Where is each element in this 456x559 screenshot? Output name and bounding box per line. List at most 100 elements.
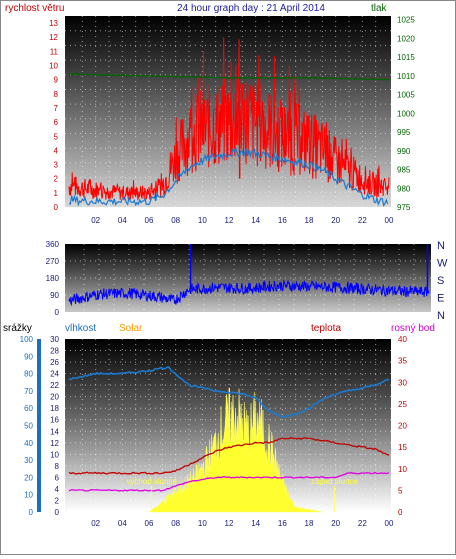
wind-speed-tick-label: 9 xyxy=(54,76,59,85)
x-tick-label: 08 xyxy=(171,519,180,528)
x-tick-label: 10 xyxy=(198,519,207,528)
humidity-tick-label: 18 xyxy=(50,404,59,413)
x-tick-label: 00 xyxy=(385,216,394,225)
rain-tick-label: 60 xyxy=(24,404,33,413)
pressure-tick-label: 1000 xyxy=(397,109,415,118)
humidity-tick-label: 16 xyxy=(50,416,59,425)
wind-speed-tick-label: 1 xyxy=(54,189,59,198)
rain-tick-label: 50 xyxy=(24,422,33,431)
wind-speed-tick-label: 8 xyxy=(54,90,59,99)
wind-average-line xyxy=(68,146,389,207)
temperature-tick-label: 30 xyxy=(398,378,407,387)
x-tick-label: 18 xyxy=(305,216,314,225)
temperature-label: teplota xyxy=(311,323,341,334)
temperature-tick-label: 5 xyxy=(398,486,403,495)
pressure-line xyxy=(68,73,390,81)
wind-speed-tick-label: 7 xyxy=(54,104,59,113)
humidity-label: vlhkost xyxy=(65,323,96,334)
wind-direction-line xyxy=(68,279,430,307)
rain-tick-label: 40 xyxy=(24,439,33,448)
wind-speed-tick-label: 10 xyxy=(49,62,58,71)
pressure-tick-label: 990 xyxy=(397,147,411,156)
temperature-tick-label: 20 xyxy=(398,422,407,431)
rain-label: srážky xyxy=(3,323,32,334)
temperature-tick-label: 15 xyxy=(398,443,407,452)
rain-tick-label: 100 xyxy=(20,335,34,344)
wind-speed-label: rychlost větru xyxy=(5,3,64,14)
rain-tick-label: 0 xyxy=(29,508,34,517)
pressure-tick-label: 1005 xyxy=(397,91,415,100)
wind-speed-tick-label: 4 xyxy=(54,146,59,155)
wind-direction-tick-label: 360 xyxy=(46,240,60,249)
humidity-tick-label: 8 xyxy=(55,462,60,471)
humidity-tick-label: 0 xyxy=(55,508,60,517)
page-title: 24 hour graph day : 21 April 2014 xyxy=(177,3,325,14)
pressure-tick-label: 985 xyxy=(397,166,411,175)
humidity-tick-label: 28 xyxy=(50,347,59,356)
x-tick-label: 00 xyxy=(385,519,394,528)
x-tick-label: 02 xyxy=(91,519,100,528)
humidity-tick-label: 30 xyxy=(50,335,59,344)
x-tick-label: 12 xyxy=(225,216,234,225)
pressure-tick-label: 980 xyxy=(397,184,411,193)
humidity-tick-label: 10 xyxy=(50,450,59,459)
compass-label: W xyxy=(437,258,448,270)
wind-speed-tick-label: 5 xyxy=(54,132,59,141)
temperature-tick-label: 40 xyxy=(398,335,407,344)
temperature-tick-label: 10 xyxy=(398,465,407,474)
compass-label: S xyxy=(437,275,444,287)
solar-label: Solar xyxy=(119,323,143,334)
temperature-tick-label: 25 xyxy=(398,400,407,409)
pressure-tick-label: 1015 xyxy=(397,53,415,62)
humidity-line xyxy=(68,366,390,419)
wind-panel-series xyxy=(68,37,390,207)
x-tick-label: 22 xyxy=(358,216,367,225)
dewpoint-line xyxy=(68,471,390,492)
wind-direction-series xyxy=(68,244,430,307)
wind-speed-tick-label: 12 xyxy=(49,33,58,42)
pressure-tick-label: 1010 xyxy=(397,72,415,81)
x-tick-label: 14 xyxy=(251,216,260,225)
x-tick-label: 10 xyxy=(198,216,207,225)
x-tick-label: 22 xyxy=(358,519,367,528)
humidity-tick-label: 4 xyxy=(55,485,60,494)
compass-label: E xyxy=(437,293,444,305)
humidity-tick-label: 22 xyxy=(50,381,59,390)
wind-speed-tick-label: 2 xyxy=(54,175,59,184)
pressure-tick-label: 975 xyxy=(397,203,411,212)
x-tick-label: 16 xyxy=(278,216,287,225)
humidity-tick-label: 6 xyxy=(55,473,60,482)
wind-speed-tick-label: 11 xyxy=(50,47,59,56)
compass-label: N xyxy=(437,310,445,322)
rain-tick-label: 70 xyxy=(24,387,33,396)
rain-tick-label: 30 xyxy=(24,456,33,465)
wind-direction-tick-label: 0 xyxy=(55,308,60,317)
sunrise-label: východ slunce xyxy=(126,477,177,486)
x-tick-label: 20 xyxy=(331,216,340,225)
temperature-tick-label: 0 xyxy=(398,508,403,517)
wind-speed-tick-label: 13 xyxy=(49,19,58,28)
pressure-tick-label: 995 xyxy=(397,128,411,137)
x-tick-label: 18 xyxy=(305,519,314,528)
wind-direction-tick-label: 90 xyxy=(50,291,59,300)
x-tick-label: 12 xyxy=(225,519,234,528)
temperature-panel-axes: 0102030405060708090100024681012141618202… xyxy=(20,335,408,528)
pressure-label: tlak xyxy=(371,3,388,14)
x-tick-label: 08 xyxy=(171,216,180,225)
rain-tick-label: 80 xyxy=(24,370,33,379)
wind-gust-line xyxy=(68,37,390,201)
humidity-tick-label: 20 xyxy=(50,393,59,402)
humidity-tick-label: 26 xyxy=(50,358,59,367)
wind-panel-axes: 0123456789101112139759809859909951000100… xyxy=(49,16,415,225)
dewpoint-label: rosný bod xyxy=(391,323,435,334)
x-tick-label: 04 xyxy=(118,216,127,225)
x-tick-label: 06 xyxy=(145,519,154,528)
wind-direction-panel xyxy=(65,244,431,312)
rain-axis-bar xyxy=(37,339,41,512)
wind-speed-tick-label: 0 xyxy=(54,203,59,212)
pressure-tick-label: 1025 xyxy=(397,16,415,25)
rain-tick-label: 90 xyxy=(24,352,33,361)
